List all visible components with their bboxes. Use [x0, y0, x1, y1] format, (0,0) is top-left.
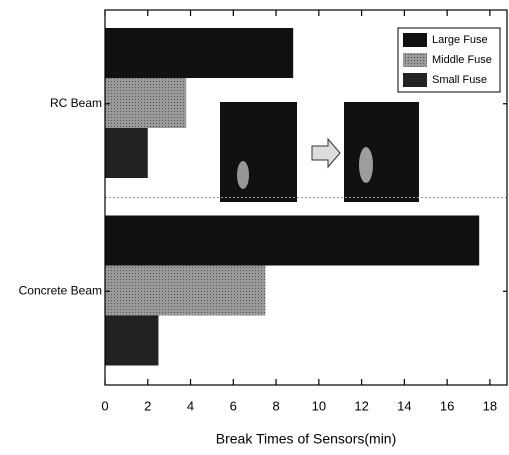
photo-after — [344, 102, 419, 202]
legend-swatch — [403, 33, 427, 47]
plot-frame — [104, 9, 508, 386]
bar — [105, 28, 294, 78]
y-tick-label: Concrete Beam — [19, 283, 102, 297]
bar — [105, 215, 480, 266]
legend-label: Large Fuse — [432, 34, 488, 46]
arrow — [311, 137, 341, 169]
x-tick-label: 4 — [187, 398, 194, 413]
photo-glow — [359, 147, 373, 183]
x-tick-label: 18 — [483, 398, 497, 413]
legend-label: Middle Fuse — [432, 54, 492, 66]
x-tick-label: 14 — [397, 398, 411, 413]
bar — [105, 128, 148, 178]
x-tick-label: 2 — [144, 398, 151, 413]
x-tick-label: 0 — [101, 398, 108, 413]
x-tick-label: 10 — [312, 398, 326, 413]
bar — [105, 315, 159, 366]
bar — [105, 78, 187, 128]
legend-swatch — [403, 53, 427, 67]
x-tick-label: 8 — [272, 398, 279, 413]
bar — [105, 265, 266, 316]
x-axis-label: Break Times of Sensors(min) — [216, 431, 397, 447]
photo-before — [220, 102, 297, 202]
x-tick-label: 16 — [440, 398, 454, 413]
legend-label: Small Fuse — [432, 74, 487, 86]
y-tick-label: RC Beam — [50, 96, 102, 110]
x-tick-label: 6 — [230, 398, 237, 413]
photo-glow — [237, 161, 249, 189]
legend-swatch — [403, 73, 427, 87]
x-tick-label: 12 — [354, 398, 368, 413]
inset-photos — [220, 102, 419, 202]
